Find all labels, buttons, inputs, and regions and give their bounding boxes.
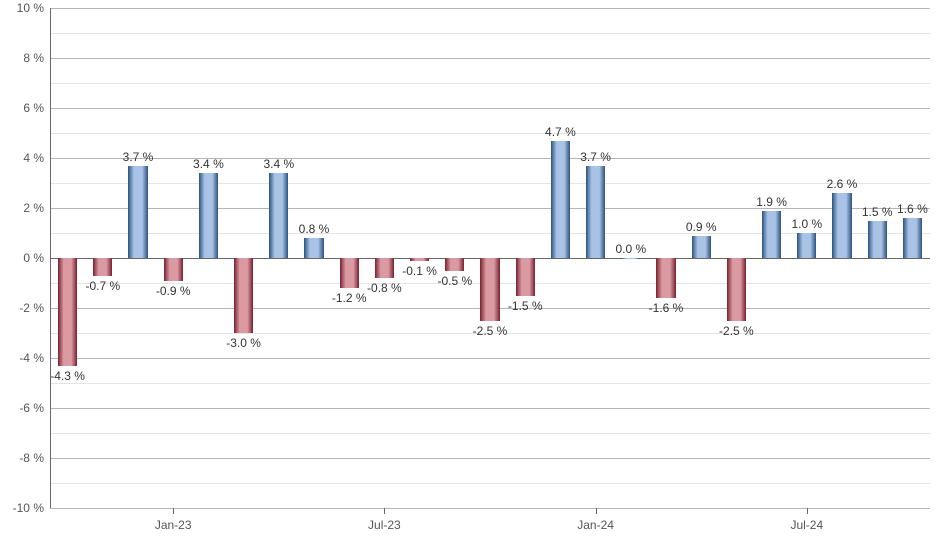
gridline-minor bbox=[50, 183, 930, 184]
y-axis-tick-label: -10 % bbox=[13, 501, 50, 515]
bar bbox=[832, 193, 851, 258]
gridline-major bbox=[50, 108, 930, 109]
bar-value-label: 0.8 % bbox=[299, 222, 330, 236]
gridline-minor bbox=[50, 483, 930, 484]
bar bbox=[128, 166, 147, 259]
bar-value-label: 1.9 % bbox=[756, 195, 787, 209]
bar bbox=[410, 258, 429, 261]
y-axis-tick-label: 4 % bbox=[23, 151, 50, 165]
bar-value-label: -1.6 % bbox=[649, 301, 684, 315]
bar bbox=[727, 258, 746, 321]
x-axis-tick-label: Jul-23 bbox=[368, 508, 401, 532]
x-axis-tick-label: Jul-24 bbox=[790, 508, 823, 532]
bar-value-label: 3.4 % bbox=[263, 157, 294, 171]
bar bbox=[269, 173, 288, 258]
y-axis-tick-label: -6 % bbox=[19, 401, 50, 415]
bar bbox=[903, 218, 922, 258]
gridline-minor bbox=[50, 33, 930, 34]
bar bbox=[234, 258, 253, 333]
y-axis-tick-label: 6 % bbox=[23, 101, 50, 115]
bar bbox=[868, 221, 887, 259]
bar-value-label: 3.7 % bbox=[580, 150, 611, 164]
gridline-major bbox=[50, 358, 930, 359]
x-axis-tick-label: Jan-23 bbox=[155, 508, 192, 532]
y-axis-tick-label: 10 % bbox=[17, 1, 50, 15]
gridline-major bbox=[50, 58, 930, 59]
bar bbox=[304, 238, 323, 258]
bar-value-label: -0.7 % bbox=[85, 279, 120, 293]
gridline-major bbox=[50, 408, 930, 409]
bar bbox=[164, 258, 183, 281]
bar bbox=[445, 258, 464, 271]
gridline-major bbox=[50, 8, 930, 9]
bar bbox=[586, 166, 605, 259]
bar-value-label: 0.9 % bbox=[686, 220, 717, 234]
bar-value-label: 4.7 % bbox=[545, 125, 576, 139]
bar-value-label: -0.9 % bbox=[156, 284, 191, 298]
y-axis-tick-label: -4 % bbox=[19, 351, 50, 365]
bar bbox=[762, 211, 781, 259]
x-axis-tick-label: Jan-24 bbox=[577, 508, 614, 532]
bar bbox=[340, 258, 359, 288]
bar-value-label: -1.2 % bbox=[332, 291, 367, 305]
bar-value-label: 3.4 % bbox=[193, 157, 224, 171]
bar-value-label: 1.0 % bbox=[791, 217, 822, 231]
bar-value-label: -0.1 % bbox=[402, 264, 437, 278]
bar bbox=[551, 141, 570, 259]
bar bbox=[375, 258, 394, 278]
bar-value-label: 1.5 % bbox=[862, 205, 893, 219]
bar bbox=[199, 173, 218, 258]
gridline-major bbox=[50, 458, 930, 459]
y-axis-tick-label: 0 % bbox=[23, 251, 50, 265]
bar-value-label: 2.6 % bbox=[827, 177, 858, 191]
percent-change-bar-chart: -10 % -8 % -6 % -4 % -2 % 0 % 2 % 4 % 6 % 8 % 10 %… bbox=[0, 0, 940, 550]
bar-value-label: -2.5 % bbox=[719, 324, 754, 338]
bar bbox=[93, 258, 112, 276]
y-axis-tick-label: -8 % bbox=[19, 451, 50, 465]
bar-value-label: 0.0 % bbox=[615, 242, 646, 256]
plot-area: -10 %-8 %-6 %-4 %-2 %0 %2 %4 %6 %8 %10 %… bbox=[50, 8, 930, 508]
gridline-minor bbox=[50, 133, 930, 134]
bar-value-label: -0.5 % bbox=[437, 274, 472, 288]
bar bbox=[516, 258, 535, 296]
y-axis-tick-label: 2 % bbox=[23, 201, 50, 215]
gridline-major bbox=[50, 208, 930, 209]
gridline-minor bbox=[50, 433, 930, 434]
bar bbox=[480, 258, 499, 321]
bar bbox=[656, 258, 675, 298]
bar-value-label: -3.0 % bbox=[226, 336, 261, 350]
bar bbox=[58, 258, 77, 366]
y-axis-line bbox=[50, 8, 51, 508]
bar-value-label: 3.7 % bbox=[123, 150, 154, 164]
bar bbox=[797, 233, 816, 258]
bar bbox=[621, 258, 640, 259]
bar-value-label: -0.8 % bbox=[367, 281, 402, 295]
bar-value-label: -1.5 % bbox=[508, 299, 543, 313]
bar-value-label: -2.5 % bbox=[473, 324, 508, 338]
gridline-minor bbox=[50, 383, 930, 384]
bar bbox=[692, 236, 711, 259]
gridline-major bbox=[50, 158, 930, 159]
bar-value-label: -4.3 % bbox=[50, 369, 85, 383]
bar-value-label: 1.6 % bbox=[897, 202, 928, 216]
y-axis-tick-label: -2 % bbox=[19, 301, 50, 315]
y-axis-tick-label: 8 % bbox=[23, 51, 50, 65]
gridline-minor bbox=[50, 83, 930, 84]
